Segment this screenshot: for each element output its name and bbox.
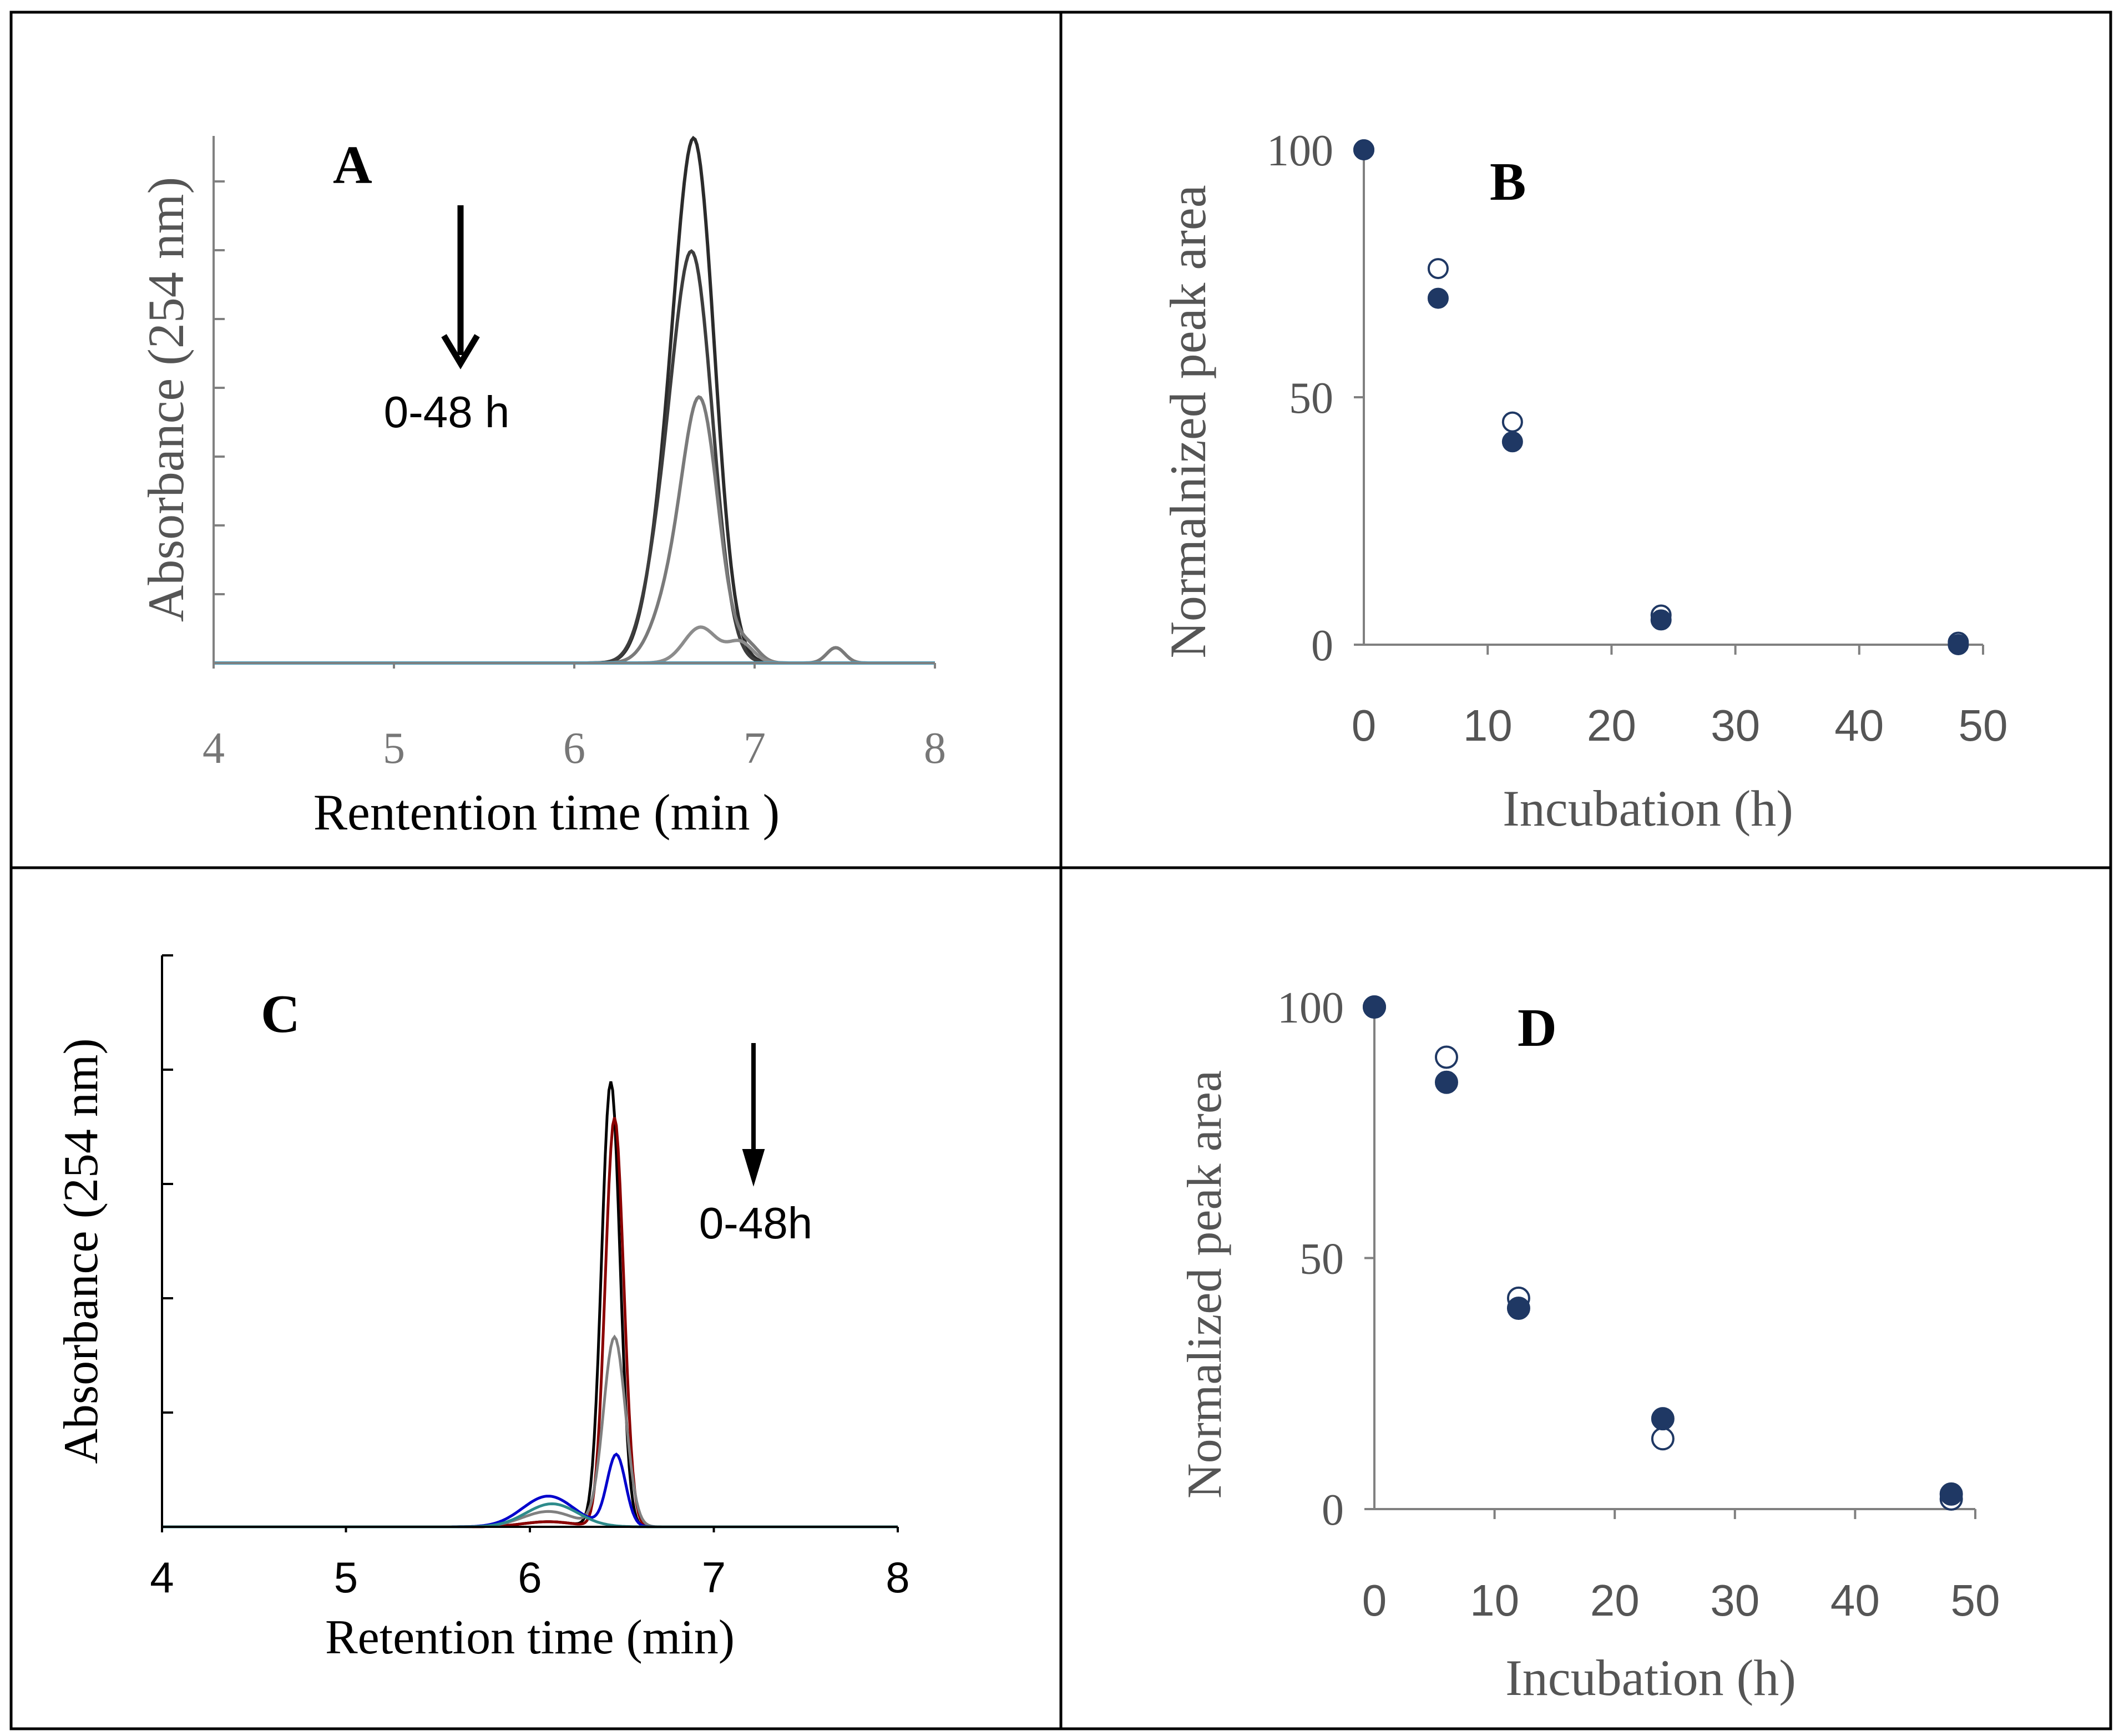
panel-a-x-label: Rentention time (min ) bbox=[313, 784, 780, 841]
panel-d-y-tick-label: 0 bbox=[1322, 1486, 1344, 1535]
panel-c-label: C bbox=[261, 984, 300, 1044]
panel-d-x-tick-label: 20 bbox=[1590, 1576, 1640, 1625]
panel-d-y-tick-label: 100 bbox=[1277, 984, 1344, 1033]
panel-d-x-tick-label: 0 bbox=[1362, 1576, 1387, 1625]
panel-a-arrow bbox=[441, 205, 480, 370]
panel-b-y-tick-label: 0 bbox=[1311, 621, 1333, 670]
panel-b-point-filled bbox=[1501, 431, 1523, 453]
panel-c-x-tick-label: 4 bbox=[150, 1553, 174, 1602]
panel-b-point-filled bbox=[1353, 139, 1374, 160]
panel-b-x-tick-label: 40 bbox=[1834, 701, 1884, 750]
panel-c-x-tick-label: 6 bbox=[518, 1553, 542, 1602]
panel-d-x-tick-label: 50 bbox=[1951, 1576, 2000, 1625]
panel-a-x-tick-label: 4 bbox=[203, 724, 225, 773]
panel-c-x-tick-label: 7 bbox=[702, 1553, 726, 1602]
panel-a-x-tick-label: 7 bbox=[744, 724, 766, 773]
panel-b-point-filled bbox=[1948, 634, 1969, 655]
panel-a-x-tick-label: 5 bbox=[383, 724, 405, 773]
panel-b-y-label: Normalnized peak area bbox=[1160, 185, 1216, 658]
panel-a: 4 5 6 7 8 A 0-48 h Absorbance (254 nm) Rente… bbox=[138, 135, 946, 841]
panel-c-annotation: 0-48h bbox=[699, 1198, 813, 1248]
panel-b-point-filled bbox=[1427, 287, 1449, 309]
panel-grid bbox=[9, 11, 2112, 1730]
panel-b-x-tick-label: 30 bbox=[1711, 701, 1760, 750]
panel-c-x-tick-label: 5 bbox=[334, 1553, 358, 1602]
panel-d-x-label: Incubation (h) bbox=[1505, 1649, 1796, 1706]
panel-b-label: B bbox=[1490, 152, 1526, 212]
panel-d-point-filled bbox=[1651, 1407, 1675, 1431]
panel-b: 0 10 20 30 40 50 0 50 100 B Normalnized peak are… bbox=[1160, 126, 2007, 837]
panel-b-y-tick-label: 100 bbox=[1267, 126, 1333, 175]
panel-d-x-tick-label: 10 bbox=[1470, 1576, 1519, 1625]
panel-b-x-label: Incubation (h) bbox=[1503, 780, 1793, 837]
panel-d-x-tick-label: 30 bbox=[1710, 1576, 1759, 1625]
panel-d-point-filled bbox=[1506, 1297, 1530, 1320]
panel-a-x-tick-label: 8 bbox=[924, 724, 946, 773]
panel-c-x-tick-label: 8 bbox=[886, 1553, 909, 1602]
panel-c-x-label: Retention time (min) bbox=[325, 1611, 735, 1664]
panel-d-y-tick-label: 50 bbox=[1299, 1235, 1344, 1284]
panel-c: 4 5 6 7 8 C 0-48h Absorbance (254 nm) Retent… bbox=[54, 954, 910, 1664]
panel-a-annotation: 0-48 h bbox=[384, 387, 510, 437]
panel-d-x-tick-label: 40 bbox=[1830, 1576, 1880, 1625]
panel-c-y-label: Absorbance (254 nm) bbox=[54, 1038, 108, 1464]
panel-d-point-filled bbox=[1434, 1070, 1458, 1094]
panel-b-x-tick-label: 50 bbox=[1959, 701, 2008, 750]
panel-b-x-tick-label: 10 bbox=[1463, 701, 1513, 750]
panel-a-x-tick-label: 6 bbox=[563, 724, 585, 773]
panel-d: 0 10 20 30 40 50 0 50 100 D Normalized peak area… bbox=[1178, 984, 2000, 1706]
panel-b-x-tick-label: 0 bbox=[1352, 701, 1377, 750]
panel-d-point-open bbox=[1434, 1045, 1458, 1069]
panel-d-label: D bbox=[1518, 998, 1557, 1058]
panel-d-point-open bbox=[1651, 1427, 1675, 1451]
panel-b-x-tick-label: 20 bbox=[1587, 701, 1636, 750]
panel-d-point-filled bbox=[1939, 1482, 1963, 1506]
panel-b-point-filled bbox=[1650, 609, 1672, 631]
panel-b-point-open bbox=[1427, 258, 1449, 280]
panel-a-label: A bbox=[333, 135, 372, 195]
panel-d-point-filled bbox=[1363, 995, 1386, 1019]
panel-b-point-open bbox=[1501, 411, 1523, 433]
panel-d-y-label: Normalized peak area bbox=[1178, 1070, 1232, 1499]
panel-c-arrow bbox=[742, 1043, 765, 1187]
panel-a-y-label: Absorbance (254 nm) bbox=[138, 177, 194, 622]
panel-b-y-tick-label: 50 bbox=[1289, 374, 1333, 423]
